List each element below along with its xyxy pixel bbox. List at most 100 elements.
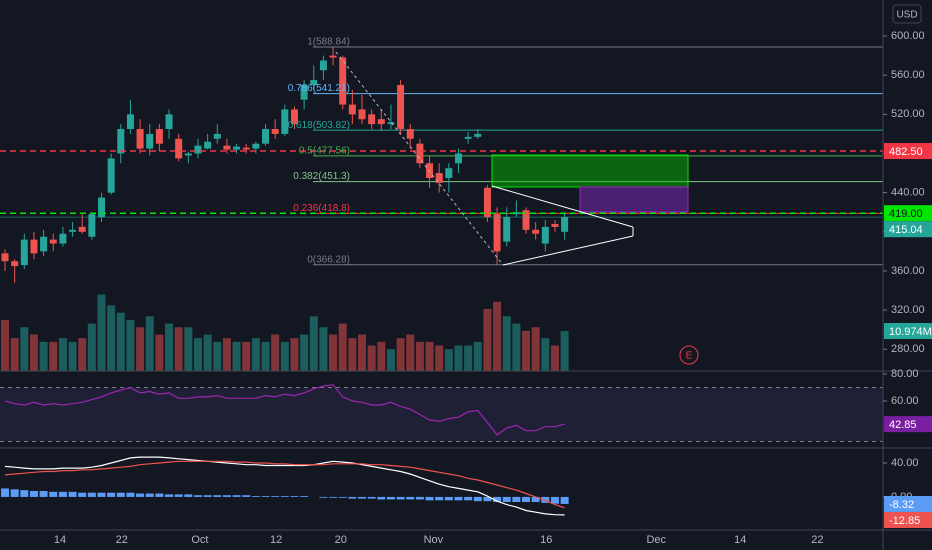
macd-histogram-bar [49, 491, 58, 497]
volume-bar [435, 345, 444, 371]
y-tick-label: 440.00 [891, 187, 925, 199]
candle-body [319, 60, 327, 71]
x-tick-label: 22 [116, 534, 128, 546]
rsi-band-fill [0, 387, 883, 442]
candle-body [78, 226, 86, 232]
price-label-box [884, 205, 932, 222]
volume-bar [512, 323, 521, 371]
volume-bar [425, 341, 434, 371]
volume-bar [145, 316, 154, 371]
volume-bar [87, 323, 96, 371]
macd-histogram-bar [280, 496, 289, 497]
x-tick-label: 12 [270, 534, 282, 546]
volume-bar [406, 334, 415, 371]
x-tick-label: 14 [54, 534, 66, 546]
volume-bar [338, 323, 347, 371]
macd-histogram-bar [20, 490, 29, 497]
volume-bar [357, 334, 366, 371]
macd-histogram-bar [145, 493, 154, 497]
candle-body [126, 114, 134, 130]
macd-histogram-bar [39, 490, 48, 497]
macd-histogram-bar [329, 496, 338, 498]
y-tick-label: 360.00 [891, 265, 925, 277]
candle-body [474, 133, 482, 137]
candle-body [464, 136, 472, 139]
volume-bar [193, 338, 202, 371]
candle-body [184, 153, 192, 156]
macd-histogram-bar [68, 491, 77, 497]
y-tick-label: 520.00 [891, 108, 925, 120]
volume-bar [541, 338, 550, 371]
volume-bar [174, 327, 183, 371]
volume-bar [444, 349, 453, 371]
macd-histogram-bar [425, 496, 434, 501]
candle-body [503, 217, 511, 242]
candle-body [532, 229, 540, 234]
candle-body [1, 253, 9, 262]
macd-histogram-bar [1, 488, 10, 497]
volume-bar [531, 327, 540, 371]
candle-body [233, 146, 241, 150]
candle-body [310, 80, 318, 85]
candle-body [107, 158, 115, 193]
candle-body [290, 109, 298, 125]
drawings: E [335, 51, 699, 365]
x-tick-label: Oct [191, 534, 208, 546]
macd-histogram-bar [522, 496, 531, 503]
volume-bar [502, 316, 511, 371]
fib-label: 1(588.84) [307, 37, 350, 48]
macd-histogram-bar [126, 492, 135, 497]
volume-bar [116, 312, 125, 371]
volume-bar [560, 331, 569, 371]
candle-body [223, 145, 231, 150]
candle-body [146, 133, 154, 149]
volume-bar [20, 327, 29, 371]
macd-histogram-bar [251, 496, 260, 497]
candle-body [483, 187, 491, 218]
macd-histogram-bar [319, 496, 328, 498]
volume-bar [367, 345, 376, 371]
volume-bar [290, 338, 299, 371]
volume-bar [39, 341, 48, 371]
macd-value-label-box [884, 511, 932, 528]
macd-histogram-bar [483, 496, 492, 502]
volume-bar [251, 338, 260, 371]
macd-histogram-bar [97, 492, 106, 497]
macd-histogram-bar [193, 495, 202, 497]
x-tick-label: 20 [335, 534, 347, 546]
earnings-marker[interactable] [679, 345, 699, 365]
macd-line [4, 456, 565, 516]
macd-histogram-bar [464, 496, 473, 501]
macd-histogram-bar [386, 496, 395, 500]
x-tick-label: 14 [734, 534, 746, 546]
volume-bar [222, 338, 231, 371]
candle-body [136, 129, 144, 149]
candle-body [165, 114, 173, 130]
candle-body [522, 210, 530, 230]
volume-bar [483, 309, 492, 371]
y-tick-label: 40.00 [891, 457, 919, 469]
triangle-edge [491, 185, 634, 228]
fib-label: 0.786(541.21) [288, 83, 350, 94]
candle-body [204, 141, 212, 149]
volume-bar [155, 334, 164, 371]
volume-bar [493, 301, 502, 371]
macd-histogram-bar [184, 494, 193, 497]
macd-histogram-bar [58, 491, 67, 497]
volume-bar [165, 323, 174, 371]
volume-bar [396, 338, 405, 371]
candle-body [397, 84, 405, 130]
candle-body [155, 129, 163, 144]
price-label: 415.04 [889, 224, 923, 236]
currency-box [892, 4, 922, 24]
macd-value-label: -12.85 [889, 515, 920, 527]
macd-histogram-bar [165, 494, 174, 497]
macd-histogram-bar [222, 495, 231, 497]
volume-bar [300, 334, 309, 371]
candle-body [512, 212, 520, 215]
candle-body [20, 239, 28, 266]
macd-histogram-bar [203, 495, 212, 497]
macd-histogram-bar [232, 495, 241, 497]
macd-histogram-bar [155, 493, 164, 497]
macd-histogram-bar [242, 495, 251, 497]
